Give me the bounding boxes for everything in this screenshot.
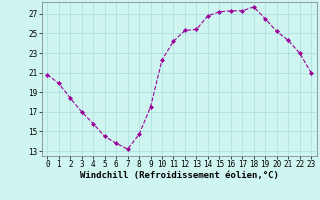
X-axis label: Windchill (Refroidissement éolien,°C): Windchill (Refroidissement éolien,°C) bbox=[80, 171, 279, 180]
